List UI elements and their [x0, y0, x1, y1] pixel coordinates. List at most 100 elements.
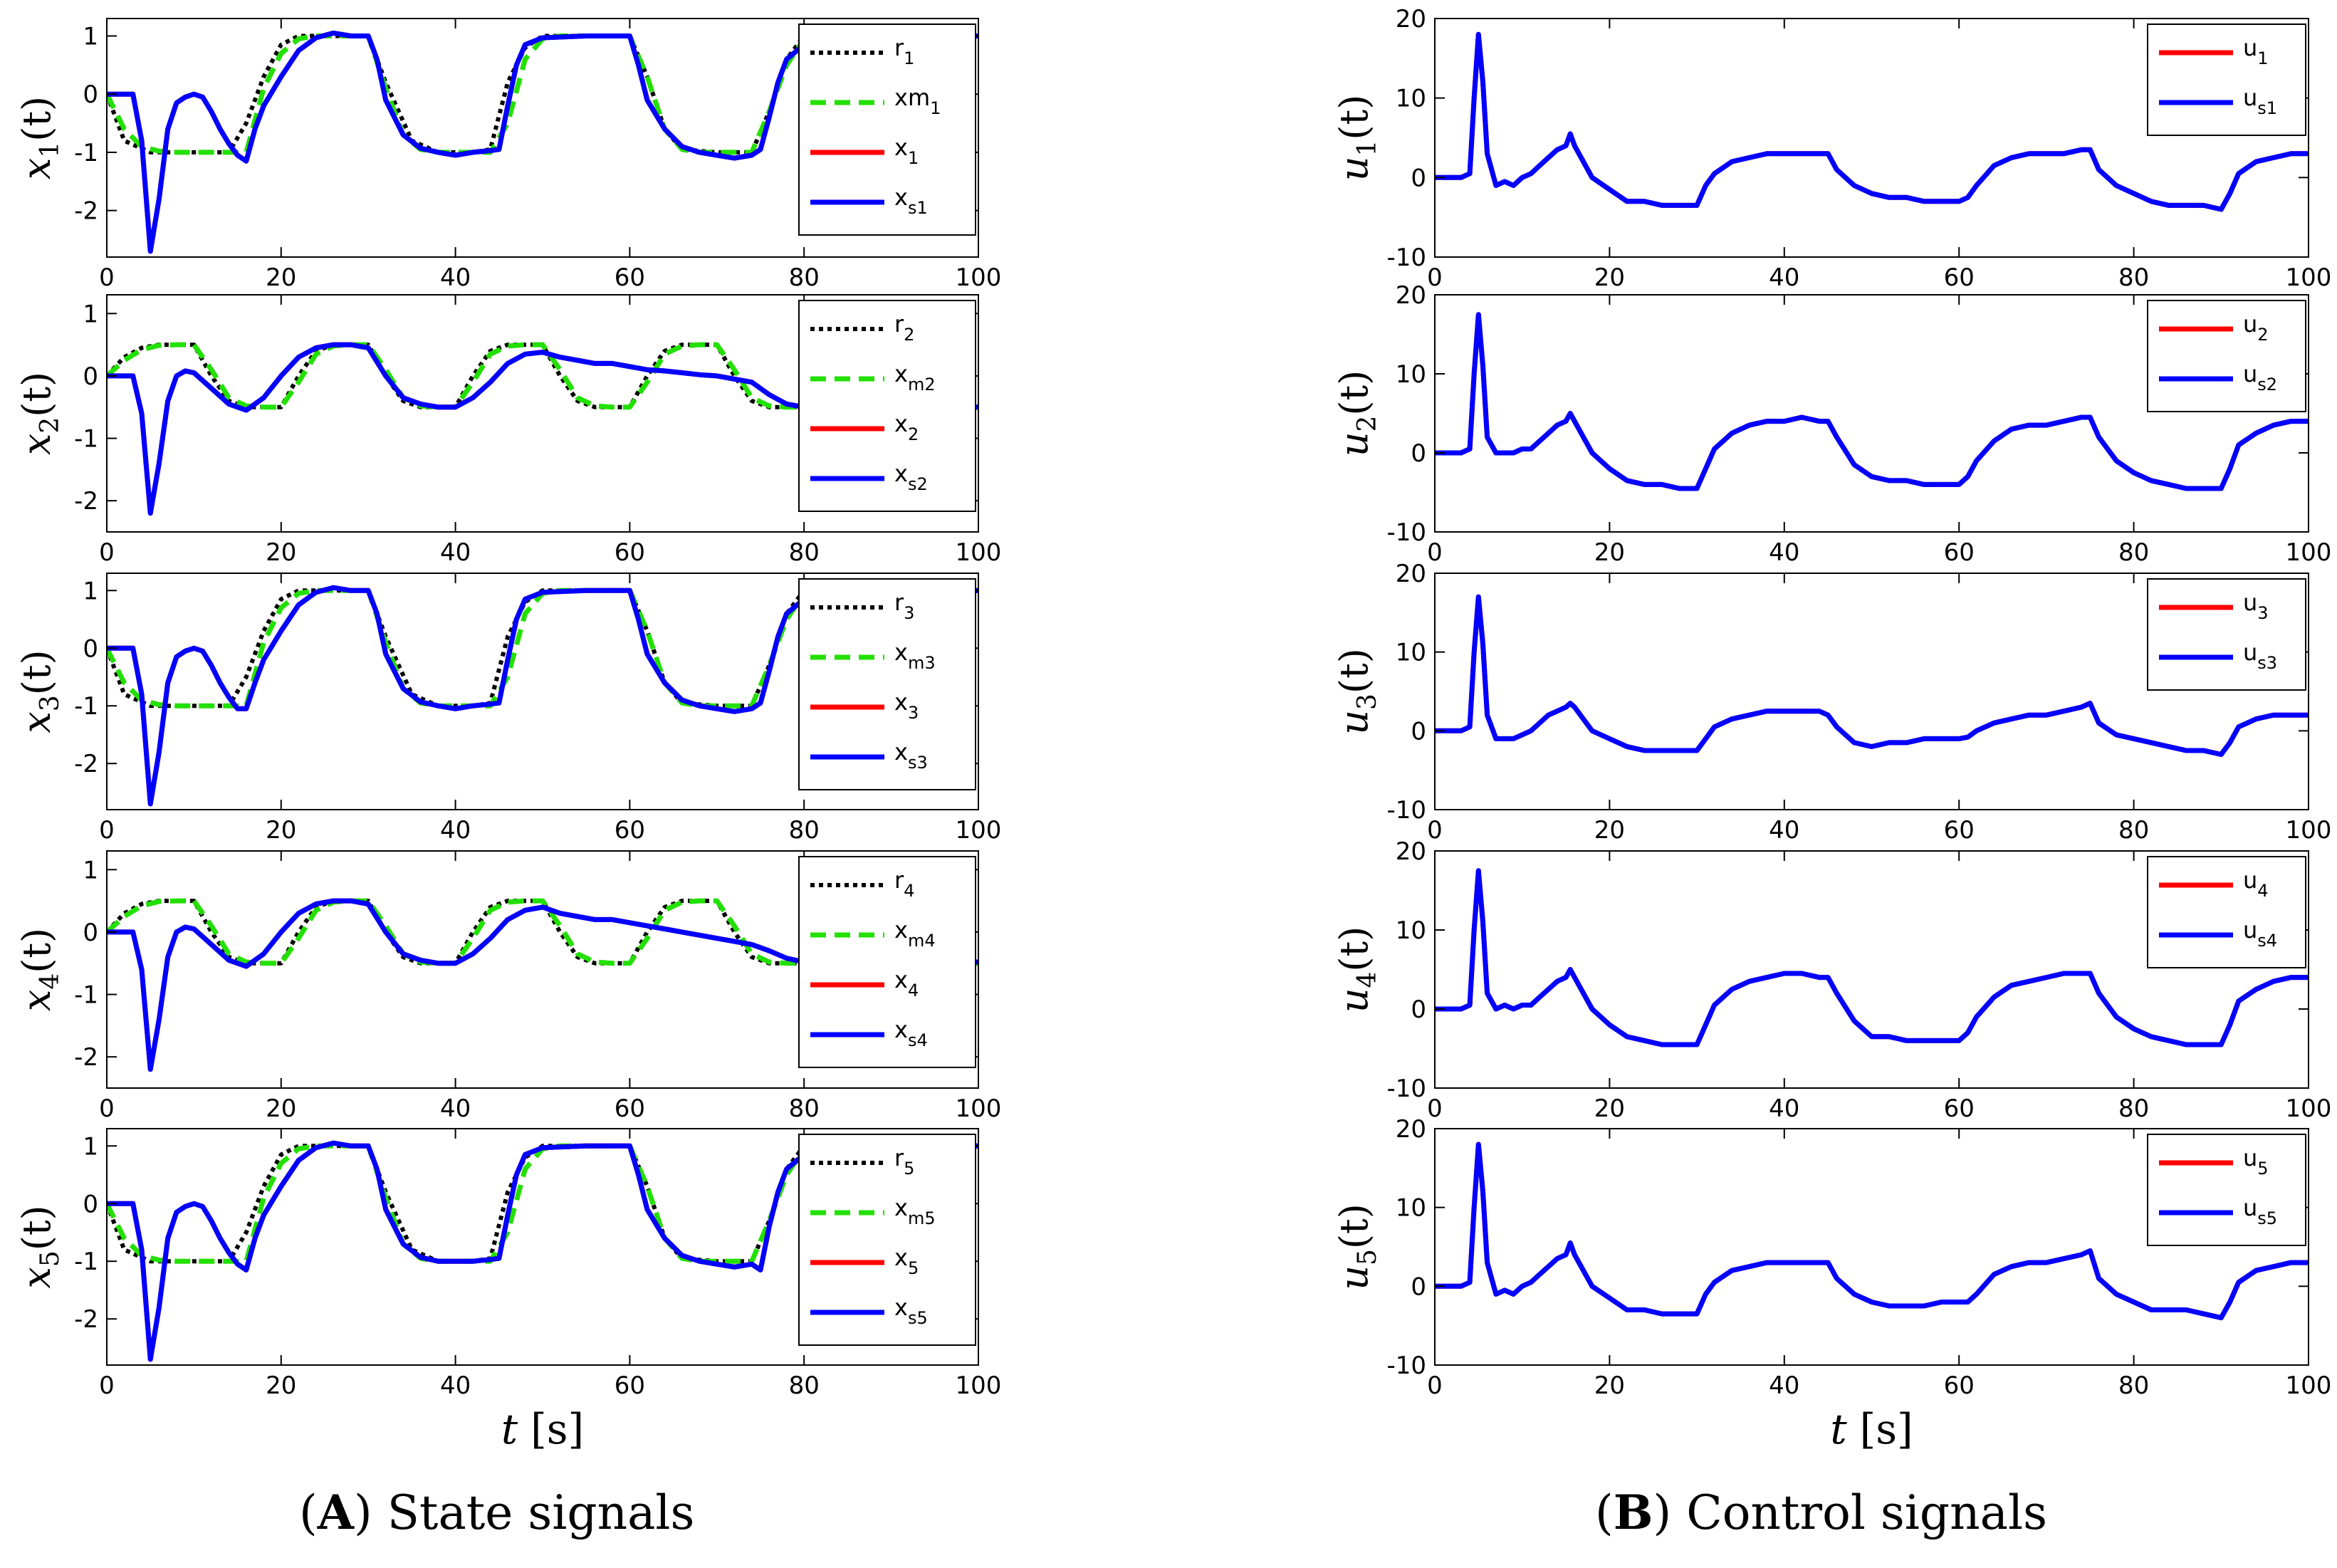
y-tick-label: -1: [74, 425, 98, 454]
x-tick-label: 0: [99, 1371, 115, 1400]
y-tick-label: 20: [1396, 281, 1426, 310]
x-label-unit: [s]: [530, 1405, 584, 1453]
y-label-sub: 1: [1353, 140, 1382, 157]
legend-label-xs4: xs4: [894, 1016, 928, 1050]
x-tick-label: 80: [2118, 538, 2149, 567]
y-label-sub: 2: [1353, 416, 1382, 432]
y-label-arg: (t): [14, 928, 59, 973]
legend-name: x: [894, 689, 908, 716]
x-tick-label: 100: [956, 1371, 1002, 1400]
x-tick-label: 100: [2286, 816, 2332, 845]
y-label-arg: (t): [1332, 370, 1376, 416]
axes-box: [106, 850, 979, 1089]
y-label-var: u: [1332, 432, 1376, 456]
x-tick-label: 60: [615, 263, 645, 292]
legend-name: u: [2243, 1144, 2257, 1171]
legend-name: u: [2243, 639, 2257, 666]
y-label-var: x: [14, 711, 59, 733]
legend-label-u3: u3: [2243, 589, 2269, 623]
axes-box: [106, 18, 979, 258]
legend-name: u: [2243, 916, 2257, 944]
legend-sub: s4: [908, 1030, 928, 1050]
legend-label-xs5: xs5: [894, 1294, 928, 1328]
x-tick-label: 20: [1594, 538, 1625, 567]
x-tick-label: 20: [1594, 816, 1625, 845]
y-label-sub: 5: [36, 1250, 65, 1267]
series-line-us3: [1435, 594, 2309, 757]
legend-name: r: [894, 867, 904, 894]
legend-name: x: [894, 460, 908, 487]
legend-sub: 5: [908, 1258, 919, 1278]
caption-text-a: State signals: [387, 1485, 695, 1540]
x-tick-label: 60: [615, 1094, 645, 1123]
x-tick-label: 0: [1427, 1371, 1443, 1400]
series-line-us4: [1435, 868, 2309, 1047]
caption-text-b: Control signals: [1686, 1485, 2047, 1540]
y-tick-label: 20: [1396, 5, 1426, 33]
legend-label-xm4: xm4: [894, 916, 936, 951]
series-line-xs4: [107, 898, 978, 1072]
legend-name: r: [894, 310, 904, 338]
y-tick-label: 0: [83, 362, 98, 391]
legend-sub: m4: [908, 931, 936, 951]
x-tick-label: 80: [789, 1371, 820, 1400]
legend-sub: 1: [904, 48, 914, 68]
y-tick-label: -1: [74, 1248, 98, 1276]
legend-label-x5: x5: [894, 1244, 919, 1278]
y-tick-label: -1: [74, 139, 98, 167]
legend-label-u4: u4: [2243, 867, 2269, 901]
legend-sub: 1: [908, 148, 919, 168]
y-tick-label: 0: [83, 634, 98, 663]
x-tick-label: 80: [789, 538, 820, 567]
legend-box: [2147, 578, 2306, 691]
legend-sub: 2: [2257, 325, 2268, 345]
legend-sub: s2: [2257, 375, 2277, 394]
axes-box: [106, 294, 979, 533]
legend-label-r5: r5: [894, 1144, 914, 1178]
legend-sub: 1: [2257, 48, 2268, 68]
y-axis-label: u5(t): [1332, 1203, 1382, 1290]
series-line-xm4: [107, 898, 978, 966]
y-tick-label: -2: [74, 487, 98, 516]
x-tick-label: 40: [440, 538, 471, 567]
y-tick-label: 1: [83, 300, 98, 328]
legend-label-us1: us1: [2243, 84, 2277, 118]
y-tick-label: 0: [1411, 995, 1426, 1024]
y-tick-label: -10: [1386, 1075, 1426, 1103]
legend-name: u: [2243, 589, 2257, 616]
series-line-xs3: [107, 585, 978, 807]
x-tick-label: 100: [2286, 263, 2332, 292]
x-tick-label: 40: [1769, 1094, 1799, 1123]
legend-sub: s4: [2257, 931, 2277, 951]
series-line-xs5: [107, 1140, 978, 1362]
y-tick-label: 20: [1396, 1115, 1426, 1144]
y-tick-label: 0: [83, 1190, 98, 1218]
x-tick-label: 100: [956, 816, 1002, 845]
y-label-var: x: [14, 1267, 59, 1288]
y-label-var: x: [14, 434, 59, 455]
y-label-arg: (t): [14, 1205, 59, 1250]
legend-name: x: [894, 410, 908, 437]
x-tick-label: 100: [956, 1094, 1002, 1123]
legend-label-u5: u5: [2243, 1144, 2269, 1178]
legend-name: r: [894, 589, 904, 616]
y-tick-label: 0: [83, 919, 98, 947]
legend-name: x: [894, 1244, 908, 1271]
legend-label-x1: x1: [894, 134, 919, 168]
series-line-xs2: [107, 342, 978, 516]
y-tick-label: 10: [1396, 1194, 1426, 1223]
x-tick-label: 60: [615, 1371, 645, 1400]
y-tick-label: -2: [74, 1043, 98, 1072]
y-tick-label: -10: [1386, 1352, 1426, 1380]
y-axis-label: u1(t): [1332, 95, 1382, 182]
legend-label-us5: us5: [2243, 1194, 2277, 1228]
legend-sub: s1: [2257, 98, 2277, 118]
